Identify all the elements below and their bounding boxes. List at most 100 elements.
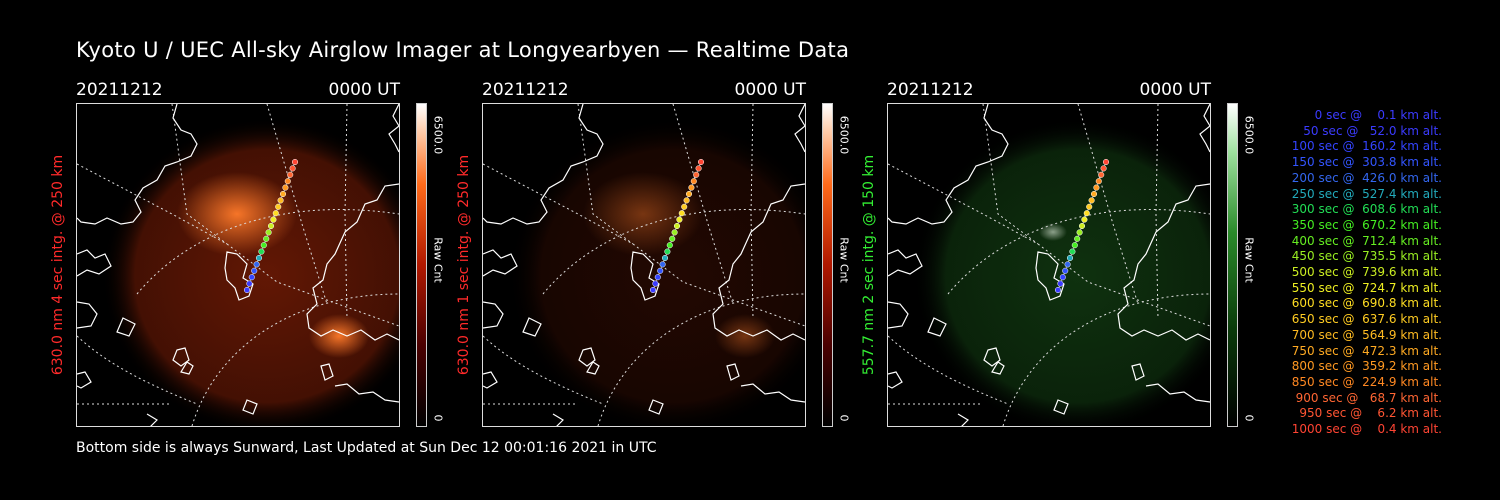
coastline — [388, 104, 399, 153]
coastline — [77, 371, 92, 389]
coastline — [888, 371, 903, 389]
trajectory-point — [681, 203, 688, 210]
trajectory-point — [260, 242, 267, 249]
colorbar-max-label: 6500.0 — [431, 115, 445, 155]
coastline — [306, 183, 399, 341]
legend-entry: 850 sec @ 224.9 km alt. — [1287, 374, 1442, 389]
trajectory-point — [652, 280, 659, 287]
panel-wavelength-label: 630.0 nm 4 sec intg. @ 250 km — [50, 154, 66, 376]
trajectory-point — [671, 229, 678, 236]
colorbar-unit-label: Raw Cnt — [1242, 237, 1256, 283]
trajectory-point — [267, 222, 275, 230]
legend-entry: 100 sec @ 160.2 km alt. — [1287, 139, 1442, 154]
trajectory-point — [1059, 274, 1066, 281]
panel-date: 20211212 — [76, 80, 163, 100]
coastline — [483, 249, 518, 277]
coastline — [586, 361, 600, 375]
trajectory-point — [246, 280, 253, 287]
legend-entry: 650 sec @ 637.6 km alt. — [1287, 312, 1442, 327]
coastline — [740, 383, 805, 403]
trajectory-point — [270, 216, 277, 223]
coastline — [888, 301, 909, 329]
legend-entry: 550 sec @ 724.7 km alt. — [1287, 280, 1442, 295]
coastline — [1131, 363, 1145, 381]
trajectory-point — [693, 171, 700, 178]
trajectory-point — [277, 197, 284, 204]
coastline — [77, 104, 198, 225]
panel-time: 0000 UT — [734, 80, 807, 100]
legend-entry: 800 sec @ 359.2 km alt. — [1287, 359, 1442, 374]
auroral-emission-patch — [1039, 223, 1067, 241]
coastline — [648, 399, 664, 415]
trajectory-point — [678, 210, 685, 217]
coastline — [334, 383, 399, 403]
trajectory-point — [272, 210, 279, 217]
trajectory-point — [688, 184, 695, 191]
legend-entry: 350 sec @ 670.2 km alt. — [1287, 217, 1442, 232]
colorbar — [1227, 103, 1238, 427]
legend-entry: 250 sec @ 527.4 km alt. — [1287, 186, 1442, 201]
trajectory-point — [284, 178, 291, 185]
coastline — [1117, 183, 1210, 341]
trajectory-point — [1064, 261, 1071, 268]
coastline — [712, 183, 805, 341]
legend-entry: 450 sec @ 735.5 km alt. — [1287, 249, 1442, 264]
colorbar-max-label: 6500.0 — [837, 115, 851, 155]
legend-entry: 400 sec @ 712.4 km alt. — [1287, 233, 1442, 248]
trajectory-point — [1098, 171, 1105, 178]
coastline — [242, 399, 258, 415]
trajectory-point — [673, 222, 681, 230]
coastline — [146, 413, 158, 426]
trajectory-point — [649, 286, 657, 294]
trajectory-point — [287, 171, 294, 178]
colorbar-unit-label: Raw Cnt — [837, 237, 851, 283]
trajectory-point — [275, 203, 282, 210]
colorbar-min-label: 0 — [1242, 414, 1256, 422]
auroral-emission-patch — [177, 172, 297, 256]
trajectory-point — [1074, 235, 1081, 242]
trajectory-point — [676, 216, 683, 223]
trajectory-point — [248, 274, 255, 281]
legend-entry: 900 sec @ 68.7 km alt. — [1291, 390, 1442, 405]
coastline — [888, 249, 923, 277]
legend-entry: 200 sec @ 426.0 km alt. — [1287, 170, 1442, 185]
auroral-emission-patch — [715, 314, 775, 358]
trajectory-point — [695, 165, 702, 172]
coastline — [991, 361, 1005, 375]
panel-date: 20211212 — [887, 80, 974, 100]
coastline — [983, 347, 1001, 367]
legend-entry: 1000 sec @ 0.4 km alt. — [1291, 422, 1442, 437]
trajectory-point — [657, 267, 664, 274]
coastline — [794, 104, 805, 153]
coastline — [522, 317, 542, 337]
trajectory-point — [1062, 267, 1069, 274]
coastline — [726, 363, 740, 381]
trajectory-point — [661, 254, 669, 262]
trajectory-point — [690, 178, 697, 185]
page-title: Kyoto U / UEC All-sky Airglow Imager at … — [76, 38, 850, 62]
trajectory-point — [1078, 222, 1086, 230]
allsky-map — [76, 103, 400, 427]
coastline — [552, 413, 564, 426]
trajectory-point — [1076, 229, 1083, 236]
coastline — [77, 301, 98, 329]
trajectory-point — [265, 229, 272, 236]
trajectory-point — [1083, 210, 1090, 217]
trajectory-point — [697, 158, 705, 166]
coastline — [1035, 251, 1065, 301]
trajectory-point — [279, 190, 287, 198]
trajectory-point — [1081, 216, 1088, 223]
trajectory-point — [243, 286, 251, 294]
auroral-emission-patch — [309, 314, 369, 358]
panel-time: 0000 UT — [328, 80, 401, 100]
trajectory-point — [255, 254, 263, 262]
coastline — [483, 371, 498, 389]
trajectory-point — [1100, 165, 1107, 172]
coastline — [578, 347, 596, 367]
legend-entry: 150 sec @ 303.8 km alt. — [1287, 155, 1442, 170]
colorbar — [416, 103, 427, 427]
trajectory-point — [1066, 254, 1074, 262]
coastline — [957, 413, 969, 426]
imager-panel-630-1s: 20211212 0000 UT 630.0 nm 1 sec intg. @ … — [456, 80, 867, 432]
coastline — [1145, 383, 1210, 403]
